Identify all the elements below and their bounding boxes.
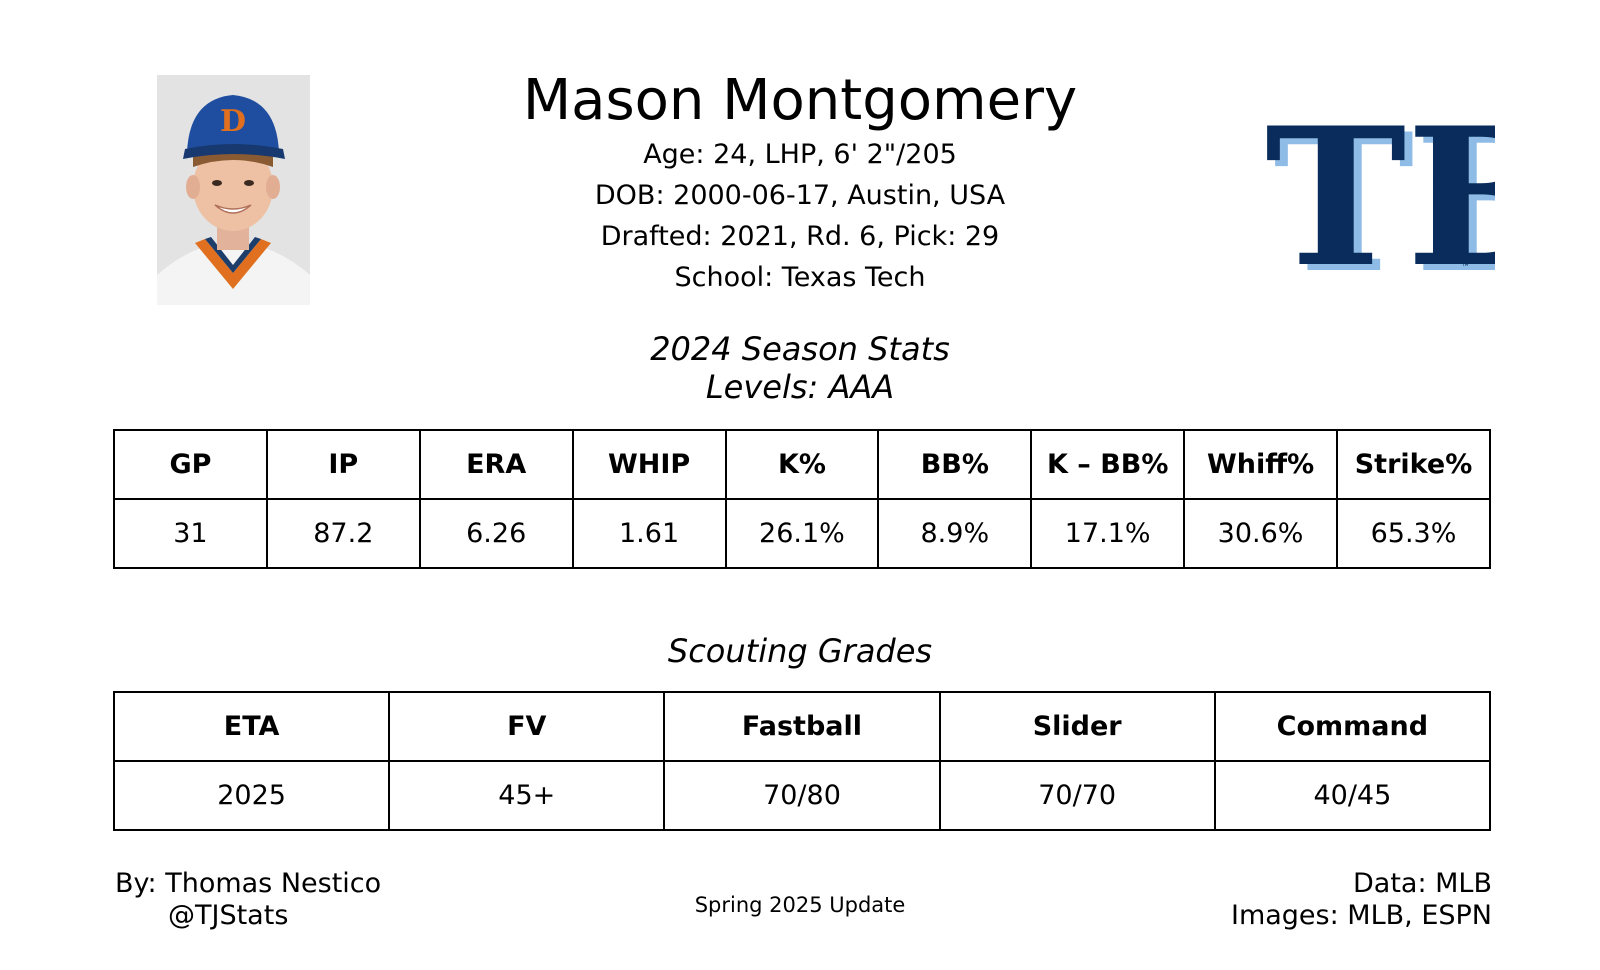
team-logo-text: TB [1265,88,1495,288]
season-value-cell: 65.3% [1336,498,1491,569]
season-header-cell: WHIP [571,429,727,500]
grades-header-cell: Fastball [663,691,941,762]
season-value-cell: 87.2 [265,498,421,569]
svg-text:™: ™ [1461,263,1470,273]
player-headshot: D [157,75,310,305]
team-logo-shadow-text: TB [1273,92,1495,288]
season-value-cell: 6.26 [418,498,574,569]
season-value-cell: 17.1% [1030,498,1186,569]
season-header-row: GP IP ERA WHIP K% BB% K – BB% Whiff% Str… [113,429,1491,500]
season-levels: Levels: AAA [705,368,895,406]
season-value-cell: 8.9% [877,498,1033,569]
svg-text:D: D [220,104,246,139]
season-title: 2024 Season Stats [650,330,950,368]
team-logo: TB TB ™ [1265,88,1495,288]
footer-author: By: Thomas Nestico [115,868,382,899]
season-header-cell: BB% [877,429,1033,500]
grades-header-cell: FV [388,691,666,762]
season-value-cell: 1.61 [571,498,727,569]
grades-value-cell: 45+ [388,760,666,831]
player-name: Mason Montgomery [522,68,1078,133]
footer-update: Spring 2025 Update [694,893,906,917]
season-value-cell: 26.1% [724,498,880,569]
bio-dob: DOB: 2000-06-17, Austin, USA [594,180,1006,211]
season-header-cell: Strike% [1336,429,1491,500]
grades-title: Scouting Grades [667,632,933,670]
grades-header-row: ETA FV Fastball Slider Command [112,691,1492,762]
grades-value-cell: 70/70 [938,760,1216,831]
bio-school: School: Texas Tech [674,262,926,293]
scouting-grades-table: ETA FV Fastball Slider Command 2025 45+ … [112,691,1492,831]
season-header-cell: GP [113,429,268,500]
season-header-cell: IP [265,429,421,500]
season-header-cell: K% [724,429,880,500]
season-value-row: 31 87.2 6.26 1.61 26.1% 8.9% 17.1% 30.6%… [113,498,1491,569]
season-stats-table: GP IP ERA WHIP K% BB% K – BB% Whiff% Str… [113,429,1491,569]
bio-draft: Drafted: 2021, Rd. 6, Pick: 29 [600,221,1000,252]
footer-handle: @TJStats [168,900,289,931]
grades-header-cell: ETA [112,691,391,762]
grades-value-cell: 40/45 [1213,760,1492,831]
grades-value-cell: 2025 [112,760,391,831]
bio-age: Age: 24, LHP, 6' 2"/205 [643,139,957,170]
grades-header-cell: Command [1213,691,1492,762]
grades-value-row: 2025 45+ 70/80 70/70 40/45 [112,760,1492,831]
season-header-cell: ERA [418,429,574,500]
footer-image-source: Images: MLB, ESPN [1230,900,1492,931]
grades-value-cell: 70/80 [663,760,941,831]
season-header-cell: Whiff% [1183,429,1338,500]
season-value-cell: 30.6% [1183,498,1338,569]
grades-header-cell: Slider [938,691,1216,762]
footer-data-source: Data: MLB [1352,868,1492,899]
season-value-cell: 31 [113,498,268,569]
season-header-cell: K – BB% [1030,429,1186,500]
